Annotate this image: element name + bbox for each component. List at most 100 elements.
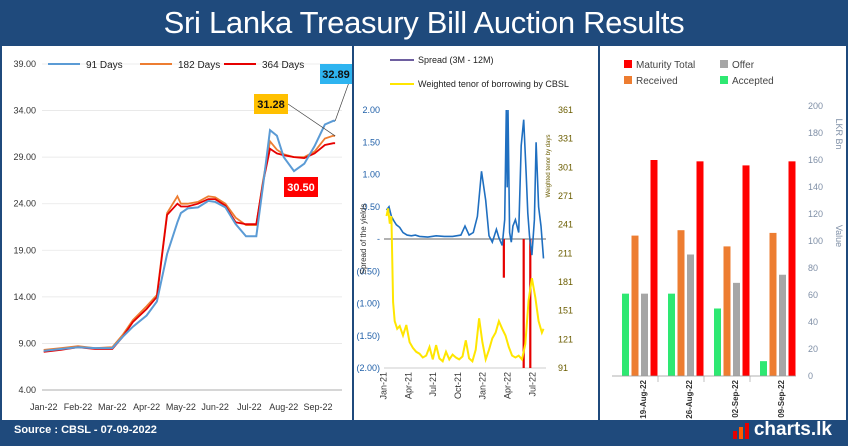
- page-title: Sri Lanka Treasury Bill Auction Results: [0, 0, 848, 46]
- bar-maturity-total: [788, 161, 796, 376]
- x-tick-label: Jan-22: [30, 402, 58, 412]
- annotation-box: [284, 177, 318, 197]
- annotation-value: 31.28: [257, 99, 285, 111]
- legend-swatch: [720, 60, 728, 68]
- y-tick-label: 24.00: [13, 199, 36, 209]
- annotation-leader: [287, 103, 336, 137]
- x-tick-label: Aug-22: [269, 402, 298, 412]
- y-tick-label: 39.00: [13, 59, 36, 69]
- y-axis-title: Value: [834, 225, 844, 247]
- y-axis-title: Spread of the yields: [359, 204, 368, 275]
- x-tick-label: May-22: [166, 402, 196, 412]
- x-tick-label: Mar-22: [98, 402, 127, 412]
- legend-label: Accepted: [732, 76, 774, 87]
- y-tick-label: 1.00: [362, 170, 380, 180]
- bar-accepted: [714, 308, 721, 376]
- legend-label: 364 Days: [262, 60, 304, 71]
- tenor-line: [385, 208, 545, 364]
- annotation-value: 32.89: [322, 69, 350, 81]
- y-tick-label: 4.00: [18, 385, 36, 395]
- brand-name: charts.lk: [753, 419, 832, 440]
- x-tick-label: Apr-22: [502, 372, 512, 399]
- y-tick-label: 120: [808, 209, 823, 219]
- auction-chart-panel: 19-Aug-22 26-Aug-22 02-Sep-22 09-Sep-22 0 20 4…: [600, 46, 846, 420]
- y-tick-label: 1.50: [362, 137, 380, 147]
- legend-swatch: [720, 76, 728, 84]
- bar-offer: [733, 282, 740, 376]
- y2-tick-label: 91: [558, 363, 568, 373]
- bar-received: [723, 246, 731, 376]
- brand-logo[interactable]: charts.lk: [732, 419, 832, 441]
- y2-axis-title: Weighted tenor by days: [546, 135, 552, 198]
- y-tick-label: 100: [808, 236, 823, 246]
- x-tick-label: Apr-22: [133, 402, 160, 412]
- legend-swatch: [624, 60, 632, 68]
- y-tick-label: 20: [808, 344, 818, 354]
- y-axis-unit: LKR Bn: [834, 118, 844, 149]
- y-tick-label: 0.50: [362, 202, 380, 212]
- x-tick-label: Jul-22: [237, 402, 262, 412]
- spread-line: [385, 109, 545, 259]
- bar-maturity-total: [742, 165, 750, 376]
- series-line-364-days: [43, 142, 336, 353]
- x-tick-label: Sep-22: [303, 402, 332, 412]
- y2-tick-label: 331: [558, 134, 573, 144]
- x-tick-label: Jan-22: [478, 372, 488, 400]
- bar-received: [769, 232, 777, 376]
- bar-received: [631, 235, 639, 376]
- y-tick-label: 29.00: [13, 152, 36, 162]
- y2-tick-label: 361: [558, 105, 573, 115]
- y-tick-label: (1.00): [356, 299, 380, 309]
- bar-chart-icon: [732, 423, 749, 439]
- legend-label: Weighted tenor of borrowing by CBSL: [418, 79, 569, 89]
- x-tick-label: 02-Sep-22: [731, 379, 740, 417]
- spread-tenor-chart: (2.00) (1.50) (1.00) (0.50) - 0.50 1.00 1.50 2.0…: [356, 55, 573, 400]
- y-tick-label: 14.00: [13, 292, 36, 302]
- y-tick-label: 200: [808, 101, 823, 111]
- y2-tick-label: 121: [558, 334, 573, 344]
- bar-offer: [687, 254, 694, 376]
- bar-maturity-total: [650, 160, 658, 376]
- y-tick-label: 80: [808, 263, 818, 273]
- legend-swatch: [624, 76, 632, 84]
- y-tick-label: 19.00: [13, 245, 36, 255]
- legend-label: 91 Days: [86, 60, 123, 71]
- x-tick-label: 26-Aug-22: [685, 379, 694, 418]
- y2-tick-label: 181: [558, 277, 573, 287]
- y-tick-label: -: [377, 234, 380, 244]
- legend-label: Offer: [732, 60, 755, 71]
- auction-bar-chart: 19-Aug-22 26-Aug-22 02-Sep-22 09-Sep-22 0 20 4…: [612, 60, 844, 419]
- x-tick-label: 09-Sep-22: [777, 379, 786, 417]
- x-tick-label: Feb-22: [64, 402, 93, 412]
- bar-offer: [779, 274, 786, 376]
- bar-received: [677, 230, 685, 376]
- yields-chart-panel: 4.00 9.00 14.00 19.00 24.00 29.00 34.00 39.00 Ja…: [2, 46, 352, 420]
- annotation-box: [320, 64, 352, 84]
- bar-maturity-total: [696, 161, 704, 376]
- spread-chart-panel: (2.00) (1.50) (1.00) (0.50) - 0.50 1.00 1.50 2.0…: [354, 46, 598, 420]
- y-tick-label: (0.50): [356, 266, 380, 276]
- y2-tick-label: 241: [558, 220, 573, 230]
- x-tick-label: Jun-22: [201, 402, 229, 412]
- y-tick-label: 0: [808, 371, 813, 381]
- series-line-91-days: [43, 119, 336, 352]
- y2-tick-label: 301: [558, 162, 573, 172]
- y-tick-label: 40: [808, 317, 818, 327]
- bar-accepted: [668, 293, 675, 376]
- y2-tick-label: 271: [558, 191, 573, 201]
- yields-chart: 4.00 9.00 14.00 19.00 24.00 29.00 34.00 39.00 Ja…: [13, 59, 352, 412]
- x-tick-label: Jan-21: [378, 372, 388, 400]
- legend-label: Maturity Total: [636, 60, 695, 71]
- y-tick-label: 2.00: [362, 105, 380, 115]
- y-tick-label: 9.00: [18, 338, 36, 348]
- y-tick-label: (1.50): [356, 331, 380, 341]
- y2-tick-label: 151: [558, 306, 573, 316]
- y-tick-label: 160: [808, 155, 823, 165]
- legend-label: 182 Days: [178, 60, 220, 71]
- annotation-box: [254, 94, 288, 114]
- x-tick-label: Jul-21: [428, 372, 438, 397]
- legend-label: Received: [636, 76, 678, 87]
- bar-offer: [641, 293, 648, 376]
- bar-accepted: [760, 361, 767, 376]
- x-tick-label: Apr-21: [403, 372, 413, 399]
